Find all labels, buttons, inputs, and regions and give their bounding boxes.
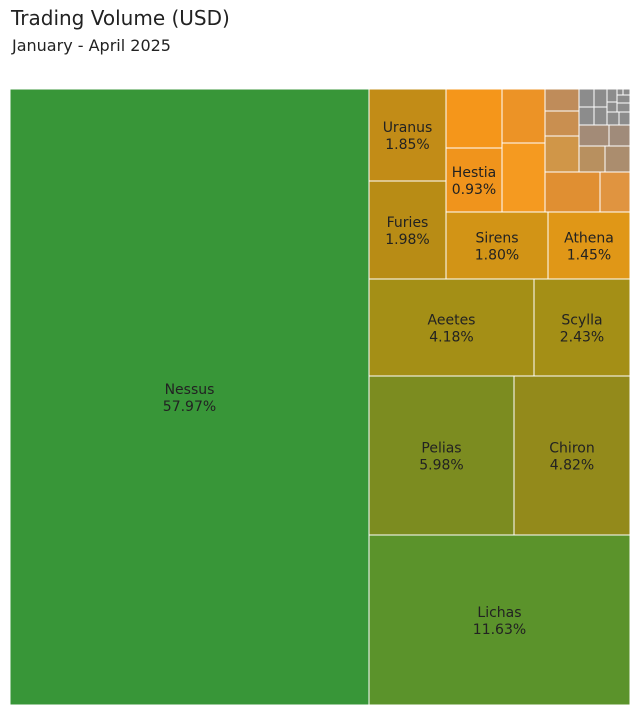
tile-unlabeled xyxy=(616,88,624,96)
tile-rect xyxy=(533,278,631,377)
tile-percentage: 5.98% xyxy=(419,458,463,474)
tile-unlabeled xyxy=(578,106,595,126)
tile-label: Scylla xyxy=(561,313,602,329)
tile-rect xyxy=(606,111,620,126)
tile-rect xyxy=(445,88,503,149)
tile-rect xyxy=(368,375,515,536)
tile-rect xyxy=(368,278,535,377)
tile-label: Pelias xyxy=(421,441,461,457)
tile-unlabeled xyxy=(606,88,618,103)
tile-unlabeled xyxy=(501,142,546,213)
tile-rect xyxy=(544,135,580,173)
tile-unlabeled xyxy=(593,106,608,126)
tile-label: Chiron xyxy=(549,441,594,457)
tile-rect xyxy=(501,88,546,144)
tile-rect xyxy=(606,101,618,113)
tile-rect xyxy=(547,211,631,280)
tile-percentage: 1.80% xyxy=(475,248,519,264)
tile-percentage: 2.43% xyxy=(560,330,604,346)
tile-rect xyxy=(501,142,546,213)
tile-label: Furies xyxy=(387,215,429,231)
tile-rect xyxy=(544,171,601,213)
chart-subtitle: January - April 2025 xyxy=(12,36,171,55)
tile-unlabeled xyxy=(445,88,503,149)
tile-unlabeled xyxy=(544,171,601,213)
tile-rect xyxy=(368,88,447,182)
tile-percentage: 1.45% xyxy=(567,248,611,264)
tile-rect xyxy=(616,94,631,104)
tile-rect xyxy=(578,124,610,147)
tile-rect xyxy=(616,88,624,96)
tile-unlabeled xyxy=(544,135,580,173)
tile-unlabeled xyxy=(606,111,620,126)
tile-unlabeled xyxy=(616,102,631,113)
tile-rect xyxy=(622,88,631,96)
tile-rect xyxy=(599,171,631,213)
tile-unlabeled xyxy=(578,145,606,173)
tile-rect xyxy=(368,180,447,280)
tile-percentage: 1.85% xyxy=(385,137,429,153)
tile-unlabeled xyxy=(578,88,595,108)
tile-rect xyxy=(606,88,618,103)
tile-rect xyxy=(604,145,631,173)
tile-rect xyxy=(578,106,595,126)
tile-rect xyxy=(578,145,606,173)
tile-rect xyxy=(544,88,580,112)
tile-unlabeled xyxy=(622,88,631,96)
tile-label: Sirens xyxy=(475,231,518,247)
tile-label: Nessus xyxy=(165,382,215,398)
tile-rect xyxy=(593,88,608,108)
tile-unlabeled xyxy=(604,145,631,173)
tile-rect xyxy=(616,102,631,113)
tile-unlabeled xyxy=(599,171,631,213)
chart-title: Trading Volume (USD) xyxy=(11,6,230,30)
tile-rect xyxy=(618,111,631,126)
tile-unlabeled xyxy=(501,88,546,144)
tile-unlabeled xyxy=(593,88,608,108)
tile-unlabeled xyxy=(608,124,631,147)
tile-percentage: 57.97% xyxy=(163,399,216,415)
tile-unlabeled xyxy=(618,111,631,126)
tile-percentage: 4.82% xyxy=(550,458,594,474)
tile-rect xyxy=(9,88,370,706)
tile-percentage: 11.63% xyxy=(473,622,526,638)
tile-percentage: 4.18% xyxy=(429,330,473,346)
tile-percentage: 0.93% xyxy=(452,182,496,198)
tile-rect xyxy=(608,124,631,147)
tile-rect xyxy=(544,110,580,137)
tile-percentage: 1.98% xyxy=(385,232,429,248)
tile-label: Uranus xyxy=(383,120,433,136)
tile-rect xyxy=(445,147,503,213)
tile-label: Athena xyxy=(564,231,614,247)
tile-unlabeled xyxy=(616,94,631,104)
tile-unlabeled xyxy=(578,124,610,147)
tile-unlabeled xyxy=(544,88,580,112)
tile-label: Aeetes xyxy=(428,313,476,329)
tile-rect xyxy=(578,88,595,108)
tile-label: Hestia xyxy=(452,165,496,181)
tile-unlabeled xyxy=(544,110,580,137)
tile-rect xyxy=(513,375,631,536)
tile-unlabeled xyxy=(606,101,618,113)
tile-rect xyxy=(368,534,631,706)
tile-label: Lichas xyxy=(477,605,521,621)
tile-rect xyxy=(593,106,608,126)
